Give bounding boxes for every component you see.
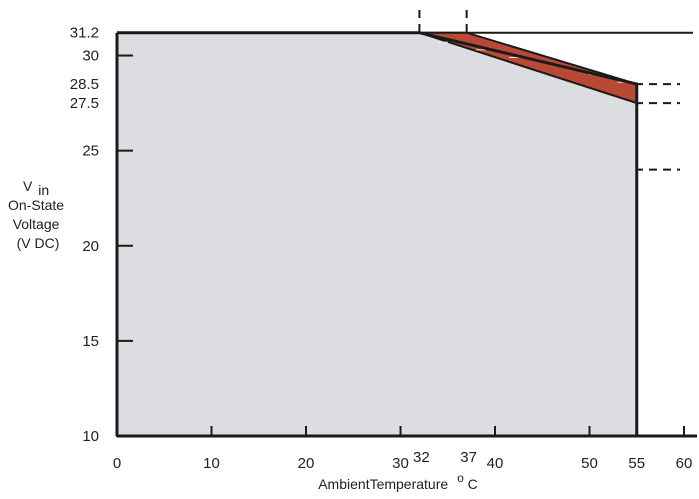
operating-region-outline <box>117 31 639 436</box>
y-extra-label: 27.5 <box>70 95 99 112</box>
y-axis-title-line3: Voltage <box>13 216 60 232</box>
y-axis-title-line2: On-State <box>8 197 64 213</box>
ticks-group: 0 10 20 30 40 50 55 60 32 37 10 15 20 25 30 31.2 28.5 27.… <box>70 25 693 472</box>
y-tick-label: 15 <box>82 333 99 350</box>
x-extra-label: 37 <box>460 449 477 466</box>
y-axis-title: V in On-State Voltage (V DC) <box>8 178 68 251</box>
x-tick-label: 50 <box>581 455 598 472</box>
y-extra-label: 31.2 <box>70 25 99 42</box>
axes-group <box>115 32 697 438</box>
y-axis-title-line4: (V DC) <box>17 235 60 251</box>
y-tick-label: 20 <box>82 238 99 255</box>
x-tick-label: 20 <box>298 455 315 472</box>
x-tick-label: 10 <box>203 455 220 472</box>
y-axis-title-symbol: V <box>23 178 33 194</box>
x-tick-label: 55 <box>628 455 645 472</box>
x-axis-title-text: AmbientTemperature <box>318 476 448 492</box>
y-tick-label: 30 <box>82 48 99 65</box>
x-axis-unit-sup: o <box>457 471 464 485</box>
y-axis-title-subscript: in <box>38 182 49 198</box>
x-axis-title: AmbientTemperature o C <box>318 469 478 492</box>
y-tick-label: 10 <box>82 428 99 445</box>
regions-group <box>117 31 639 437</box>
x-axis-unit: C <box>468 476 478 492</box>
x-tick-label: 30 <box>392 455 409 472</box>
operating-region <box>117 32 637 437</box>
x-extra-label: 32 <box>413 449 430 466</box>
y-extra-label: 28.5 <box>70 76 99 93</box>
y-tick-label: 25 <box>82 143 99 160</box>
x-tick-label: 0 <box>113 455 121 472</box>
x-tick-label: 40 <box>487 455 504 472</box>
x-tick-label: 60 <box>676 455 693 472</box>
